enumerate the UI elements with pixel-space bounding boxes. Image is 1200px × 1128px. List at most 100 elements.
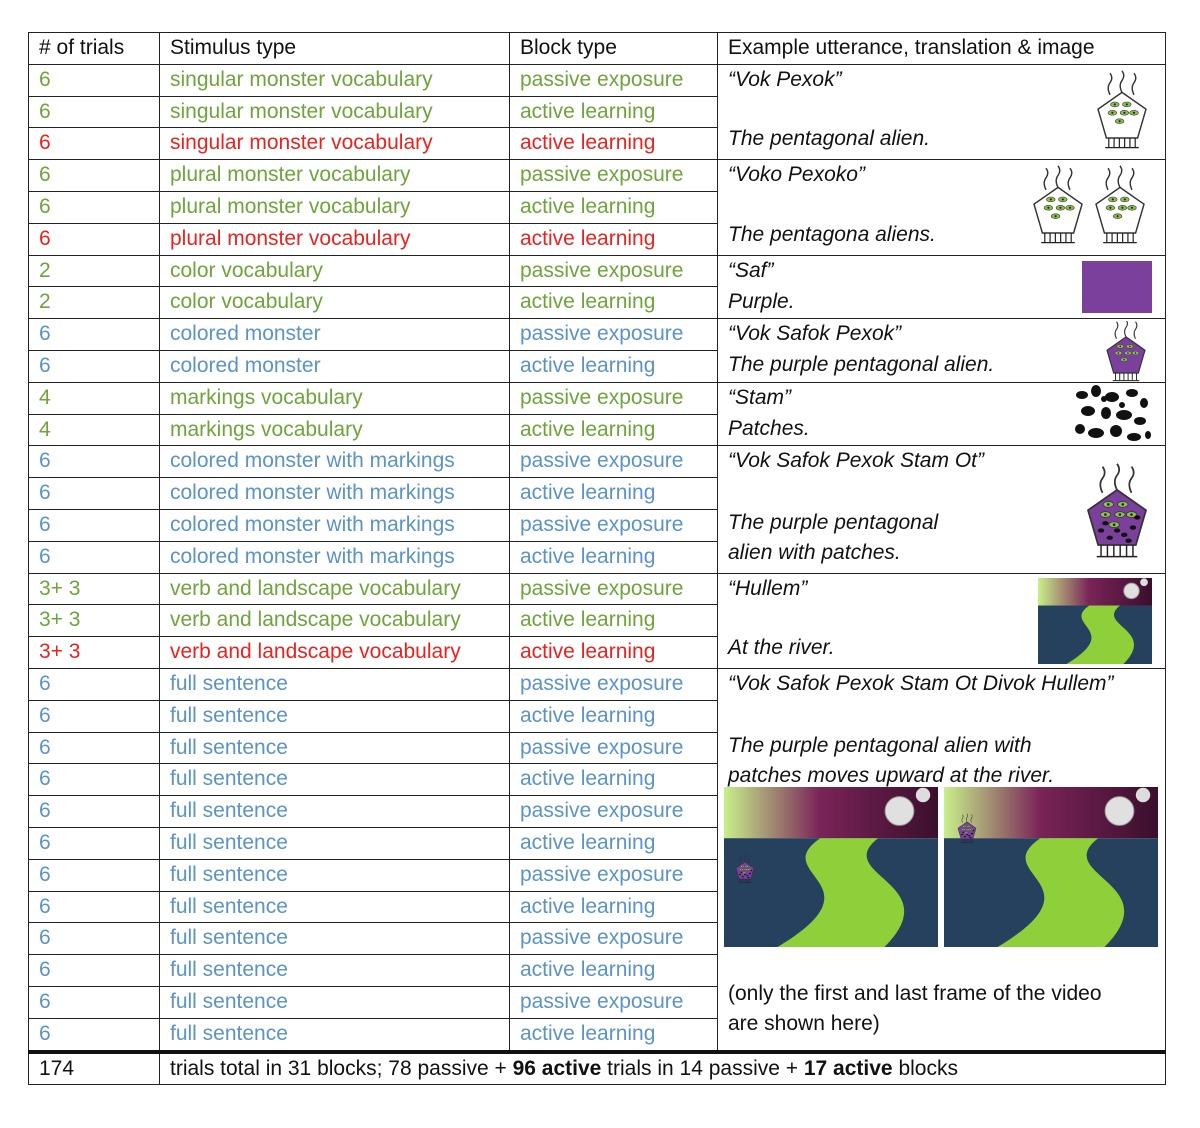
example-utterance: “Vok Safok Pexok Stam Ot” [728, 449, 984, 473]
example-translation: The purple pentagonal alien. [728, 353, 995, 377]
example-cell: “Stam” Patches. [717, 381, 1166, 447]
total-trials: 174 [28, 1049, 160, 1086]
river-shape [997, 838, 1125, 947]
stimulus-cell: full sentence [159, 985, 510, 1019]
example-utterance: “Saf” [728, 258, 774, 282]
example-content: “Vok Safok Pexok” The purple pentagonal a… [728, 319, 1165, 382]
table-row: 6 full sentence active learning [28, 890, 1166, 924]
summary-active-trials: 96 active [512, 1056, 602, 1080]
stimulus-cell: verb and landscape vocabulary [159, 604, 510, 638]
block-cell: active learning [509, 477, 718, 510]
table-row: 6 colored monster with markings passive ex… [28, 445, 1166, 574]
alien-icon [957, 813, 977, 843]
block-cell: active learning [509, 954, 718, 987]
block-cell: active learning [509, 190, 718, 224]
trials-cell: 6 [28, 667, 160, 701]
trials-cell: 6 [28, 954, 160, 987]
example-translation: Purple. [728, 289, 795, 313]
river-landscape-image [1038, 578, 1152, 665]
trials-cell: 6 [28, 699, 160, 733]
example-picture [1082, 462, 1152, 567]
example-cell: “Saf” Purple. [717, 254, 1166, 320]
example-picture [724, 786, 1158, 956]
example-cell: “Vok Safok Pexok Stam Ot” The purple pent… [717, 445, 1166, 574]
block-cell: passive exposure [509, 985, 718, 1019]
trials-cell: 6 [28, 922, 160, 956]
summary-part-2: trials in 14 passive + [601, 1056, 804, 1080]
block-cell: active learning [509, 413, 718, 447]
block-cell: passive exposure [509, 922, 718, 956]
summary-part-3: blocks [892, 1056, 958, 1080]
alien-icon [735, 853, 755, 883]
example-content: “Vok Pexok” The pentagonal alien. [728, 65, 1165, 158]
stimulus-cell: verb and landscape vocabulary [159, 572, 510, 606]
trials-cell: 6 [28, 1017, 160, 1053]
example-note-line: (only the first and last frame of the vi… [728, 981, 1102, 1005]
stimulus-cell: colored monster [159, 349, 510, 383]
example-translation: The pentagona aliens. [728, 222, 936, 246]
trials-cell: 6 [28, 445, 160, 479]
example-content: “Stam” Patches. [728, 383, 1165, 444]
trials-cell: 2 [28, 286, 160, 320]
trials-cell: 6 [28, 318, 160, 351]
stimulus-cell: colored monster with markings [159, 445, 510, 479]
header-trials: # of trials [28, 32, 160, 65]
stimulus-cell: colored monster with markings [159, 477, 510, 510]
moon-icon [1104, 796, 1135, 826]
stimulus-cell: full sentence [159, 699, 510, 733]
block-cell: passive exposure [509, 795, 718, 828]
video-frames-image [724, 786, 1158, 947]
example-picture [1038, 578, 1152, 667]
stimulus-cell: markings vocabulary [159, 381, 510, 415]
trials-cell: 6 [28, 190, 160, 224]
block-cell: passive exposure [509, 254, 718, 288]
stimulus-cell: singular monster vocabulary [159, 95, 510, 129]
table-row: 6 colored monster with markings active lea… [28, 477, 1166, 510]
block-cell: active learning [509, 763, 718, 797]
trials-cell: 6 [28, 763, 160, 797]
trials-cell: 6 [28, 222, 160, 256]
stimulus-cell: full sentence [159, 858, 510, 892]
example-content: “Hullem” At the river. [728, 574, 1165, 667]
block-cell: active learning [509, 699, 718, 733]
example-cell: “Voko Pexoko” The pentagona aliens. [717, 159, 1166, 256]
stimulus-cell: full sentence [159, 826, 510, 860]
moon-icon [1123, 582, 1140, 600]
trials-cell: 6 [28, 508, 160, 542]
example-content: “Voko Pexoko” The pentagona aliens. [728, 161, 1165, 254]
table-row: 6 plural monster vocabulary active learnin… [28, 190, 1166, 224]
trials-cell: 6 [28, 858, 160, 892]
stimulus-cell: full sentence [159, 890, 510, 924]
table-row: 6 full sentence passive exposure “Vok Safok… [28, 667, 1166, 1053]
table-row: 6 full sentence passive exposure [28, 731, 1166, 765]
example-translation: At the river. [728, 636, 835, 660]
stimulus-cell: full sentence [159, 763, 510, 797]
stimulus-cell: plural monster vocabulary [159, 222, 510, 256]
block-cell: passive exposure [509, 381, 718, 415]
table-row: 6 full sentence active learning [28, 763, 1166, 797]
trials-cell: 3+ 3 [28, 636, 160, 669]
table-row: 6 colored monster with markings active lea… [28, 540, 1166, 574]
stimulus-cell: full sentence [159, 667, 510, 701]
example-translation-line: The purple pentagonal [728, 511, 939, 535]
block-cell: active learning [509, 636, 718, 669]
example-content: “Vok Safok Pexok Stam Ot” The purple pent… [728, 447, 1165, 572]
trials-cell: 4 [28, 381, 160, 415]
total-row: 174 trials total in 31 blocks; 78 passiv… [28, 1049, 1166, 1086]
block-cell: active learning [509, 604, 718, 638]
example-translation-line: The purple pentagonal alien with [728, 733, 1032, 757]
two-aliens-image [1033, 165, 1145, 244]
example-utterance: “Vok Pexok” [728, 67, 842, 91]
table-row: 6 colored monster passive exposure “Vok Saf… [28, 318, 1166, 383]
block-cell: passive exposure [509, 572, 718, 606]
block-cell: active learning [509, 95, 718, 129]
trials-cell: 3+ 3 [28, 604, 160, 638]
trials-cell: 6 [28, 127, 160, 161]
table-row: 6 full sentence active learning [28, 826, 1166, 860]
table-row: 3+ 3 verb and landscape vocabulary passive… [28, 572, 1166, 669]
trials-cell: 3+ 3 [28, 572, 160, 606]
single-alien-image [1097, 69, 1147, 148]
trials-cell: 6 [28, 985, 160, 1019]
alien-icon [1086, 462, 1148, 557]
table-row: 6 plural monster vocabulary passive exposu… [28, 159, 1166, 256]
